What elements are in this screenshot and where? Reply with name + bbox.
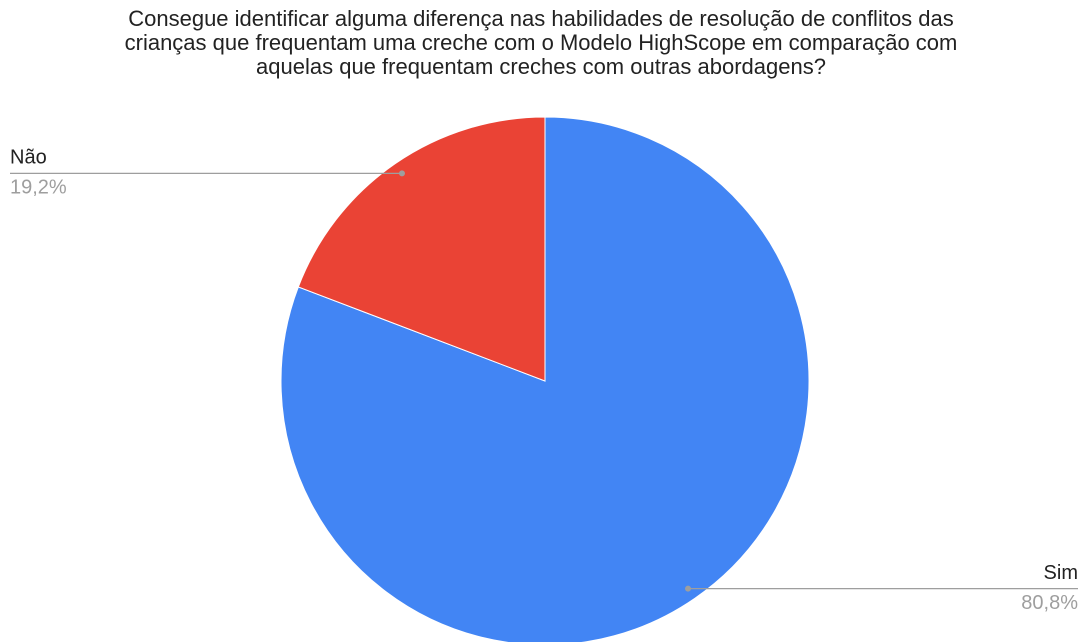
slice-name: Sim	[1044, 562, 1078, 584]
pie-slice	[280, 116, 810, 642]
slice-name: Não	[10, 147, 47, 169]
chart-title: Consegue identificar alguma diferença na…	[128, 6, 954, 31]
chart-title: aquelas que frequentam creches com outra…	[256, 54, 826, 79]
leader-dot	[398, 170, 405, 177]
chart-title: crianças que frequentam uma creche com o…	[125, 30, 958, 55]
slice-percent: 80,8%	[1021, 592, 1078, 614]
slice-percent: 19,2%	[10, 177, 67, 199]
pie-slice	[297, 116, 546, 382]
leader-dot	[685, 585, 692, 592]
